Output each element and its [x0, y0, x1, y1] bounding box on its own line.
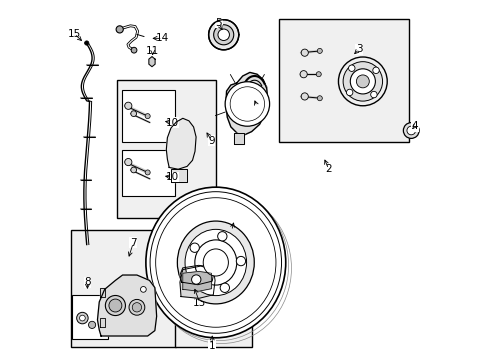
- Ellipse shape: [184, 229, 246, 296]
- Circle shape: [131, 111, 136, 117]
- Circle shape: [208, 20, 238, 50]
- Circle shape: [343, 62, 382, 101]
- Text: 4: 4: [411, 121, 417, 131]
- Text: 11: 11: [146, 46, 159, 56]
- Circle shape: [301, 49, 308, 56]
- Polygon shape: [148, 57, 155, 67]
- Circle shape: [348, 65, 354, 71]
- Text: 1: 1: [208, 341, 215, 351]
- Circle shape: [190, 243, 199, 252]
- Circle shape: [217, 231, 226, 241]
- Circle shape: [224, 82, 269, 126]
- Circle shape: [370, 91, 376, 98]
- Text: 15: 15: [67, 29, 81, 39]
- Text: 10: 10: [165, 172, 178, 182]
- Text: 9: 9: [208, 136, 214, 145]
- Circle shape: [356, 75, 368, 88]
- Circle shape: [131, 167, 136, 173]
- Bar: [70, 230, 176, 347]
- Circle shape: [316, 72, 321, 77]
- Polygon shape: [100, 288, 104, 297]
- Circle shape: [77, 312, 88, 324]
- Bar: [278, 19, 408, 142]
- Text: 14: 14: [156, 33, 169, 43]
- Circle shape: [116, 26, 123, 33]
- Polygon shape: [225, 72, 267, 135]
- Circle shape: [132, 303, 142, 312]
- Text: 10: 10: [165, 118, 178, 128]
- Bar: [174, 243, 251, 347]
- Circle shape: [236, 256, 245, 266]
- Text: 3: 3: [355, 44, 362, 54]
- Text: 13: 13: [193, 298, 206, 308]
- Circle shape: [301, 93, 308, 100]
- Circle shape: [145, 114, 150, 119]
- Circle shape: [88, 321, 96, 328]
- Polygon shape: [100, 318, 104, 327]
- Ellipse shape: [145, 187, 285, 338]
- Circle shape: [349, 69, 375, 94]
- Circle shape: [213, 25, 233, 45]
- Circle shape: [317, 48, 322, 53]
- Circle shape: [406, 126, 415, 135]
- Circle shape: [140, 287, 146, 292]
- Polygon shape: [183, 271, 211, 291]
- Circle shape: [218, 29, 229, 41]
- Polygon shape: [180, 266, 215, 298]
- Circle shape: [129, 300, 144, 315]
- Text: 2: 2: [325, 164, 331, 174]
- Bar: [122, 90, 175, 142]
- Polygon shape: [166, 118, 196, 169]
- Circle shape: [124, 158, 132, 166]
- Circle shape: [346, 89, 352, 96]
- Circle shape: [300, 71, 306, 78]
- Bar: [72, 296, 108, 338]
- Polygon shape: [180, 265, 214, 285]
- Circle shape: [80, 315, 85, 321]
- Text: 6: 6: [253, 102, 260, 112]
- Bar: [122, 149, 175, 196]
- Polygon shape: [171, 169, 187, 182]
- Circle shape: [84, 41, 89, 45]
- Text: 7: 7: [130, 238, 136, 248]
- Circle shape: [109, 299, 122, 312]
- Circle shape: [220, 283, 229, 292]
- Polygon shape: [97, 275, 156, 336]
- Circle shape: [338, 57, 386, 106]
- Circle shape: [403, 123, 418, 138]
- Text: 5: 5: [215, 18, 222, 28]
- Ellipse shape: [177, 221, 254, 304]
- Polygon shape: [234, 134, 244, 144]
- Ellipse shape: [194, 240, 236, 285]
- Circle shape: [317, 96, 322, 101]
- Ellipse shape: [203, 249, 228, 276]
- Circle shape: [105, 296, 125, 316]
- Circle shape: [124, 102, 132, 109]
- Text: 12: 12: [224, 226, 238, 236]
- Text: 8: 8: [84, 277, 91, 287]
- Circle shape: [372, 67, 379, 73]
- Circle shape: [191, 275, 201, 284]
- Circle shape: [131, 47, 137, 53]
- Circle shape: [145, 170, 150, 175]
- Bar: [117, 80, 215, 218]
